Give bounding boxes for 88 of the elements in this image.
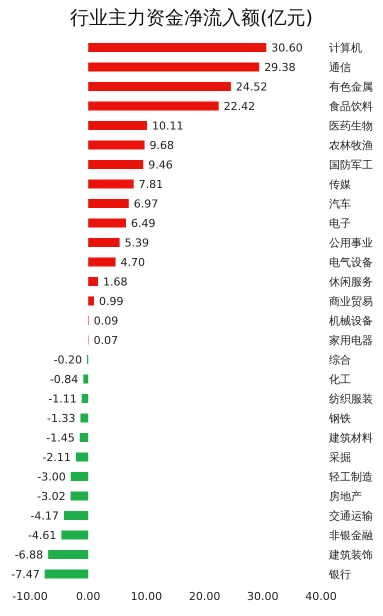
bar — [61, 530, 88, 540]
bar — [80, 414, 88, 422]
y-tick-label: 综合 — [329, 354, 351, 367]
y-tick-label: 医药生物 — [329, 120, 373, 133]
y-tick-label: 公用事业 — [329, 236, 373, 250]
y-tick-label: 休闲服务 — [329, 276, 373, 289]
y-tick-label: 商业贸易 — [329, 295, 373, 308]
y-tick-label: 轻工制造 — [329, 470, 373, 484]
y-tick-label: 采掘 — [329, 451, 351, 464]
y-tick-label: 有色金属 — [329, 80, 373, 94]
bar — [48, 550, 88, 559]
y-tick-label: 化工 — [329, 373, 351, 386]
data-label: 0.09 — [94, 314, 118, 328]
y-tick-label: 建筑材料 — [328, 432, 373, 445]
data-label: 24.52 — [236, 80, 268, 94]
bar — [88, 296, 94, 306]
x-tick-label: 30.00 — [247, 590, 279, 603]
x-tick-label: 40.00 — [305, 590, 337, 603]
data-label: -0.20 — [54, 354, 82, 366]
y-tick-label: 计算机 — [329, 42, 362, 55]
data-label: -2.11 — [42, 451, 71, 464]
bar — [88, 43, 266, 52]
bar — [70, 472, 88, 481]
data-label: 6.49 — [130, 217, 156, 230]
bar — [88, 102, 219, 110]
y-tick-label: 机械设备 — [329, 314, 373, 328]
bar — [88, 180, 134, 188]
data-label: 5.39 — [124, 236, 150, 250]
data-label: 9.68 — [150, 139, 174, 152]
bar — [88, 62, 260, 72]
bar — [76, 452, 88, 462]
y-tick-label: 房地产 — [329, 490, 362, 504]
data-label: 1.68 — [102, 276, 128, 288]
y-tick-label: 交通运输 — [329, 510, 373, 523]
bar — [88, 82, 231, 91]
y-tick-label: 通信 — [329, 61, 351, 74]
y-tick-label: 银行 — [328, 568, 351, 582]
bar — [88, 199, 129, 208]
y-tick-label: 钢铁 — [328, 412, 351, 426]
data-label: 4.70 — [120, 256, 146, 269]
bar — [88, 160, 144, 169]
data-label: 0.99 — [98, 295, 124, 308]
y-tick-label: 电气设备 — [329, 256, 373, 270]
y-tick-label: 纺织服装 — [329, 392, 373, 406]
y-tick-label: 传媒 — [329, 178, 351, 192]
y-tick-label: 国防军工 — [329, 158, 373, 172]
bar — [64, 511, 88, 520]
chart-title: 行业主力资金净流入额(亿元) — [69, 6, 314, 31]
data-label: 22.42 — [224, 100, 256, 113]
data-label: -3.02 — [37, 490, 66, 503]
bar — [88, 258, 116, 266]
bar — [82, 394, 88, 403]
y-tick-label: 汽车 — [329, 198, 351, 211]
x-tick-label: 20.00 — [188, 590, 220, 603]
bar — [88, 218, 126, 228]
data-label: -6.88 — [14, 548, 44, 562]
bar — [88, 140, 145, 150]
data-label: 6.97 — [134, 198, 158, 210]
data-label: 30.60 — [271, 42, 303, 54]
x-tick-label: 10.00 — [130, 590, 162, 603]
data-label: -1.33 — [46, 412, 76, 425]
y-tick-label: 非银金融 — [329, 529, 373, 542]
x-tick-label: -10.00 — [12, 590, 48, 603]
data-label: -0.84 — [50, 373, 78, 386]
data-label: -7.47 — [11, 568, 40, 581]
data-label: 7.81 — [138, 178, 164, 191]
data-label: 29.38 — [264, 61, 296, 74]
y-tick-label: 电子 — [329, 217, 351, 230]
y-tick-label: 建筑装饰 — [328, 548, 373, 562]
y-tick-label: 家用电器 — [329, 334, 373, 348]
y-tick-label: 食品饮料 — [329, 100, 373, 114]
bar — [88, 238, 120, 247]
data-label: 10.11 — [152, 120, 184, 132]
bar — [88, 121, 148, 130]
data-label: 0.07 — [94, 334, 118, 347]
x-tick-label: 0.00 — [76, 590, 100, 603]
data-label: -1.11 — [48, 392, 77, 406]
data-label: -4.61 — [28, 529, 56, 542]
bar — [70, 492, 88, 500]
bar — [44, 570, 88, 578]
data-label: -4.17 — [30, 510, 59, 522]
data-label: -1.45 — [46, 432, 75, 444]
data-label: 9.46 — [148, 158, 173, 172]
y-tick-label: 农林牧渔 — [329, 139, 373, 152]
bar — [88, 277, 98, 286]
data-label: -3.00 — [37, 470, 66, 484]
bar — [80, 433, 88, 442]
bar — [83, 374, 88, 384]
